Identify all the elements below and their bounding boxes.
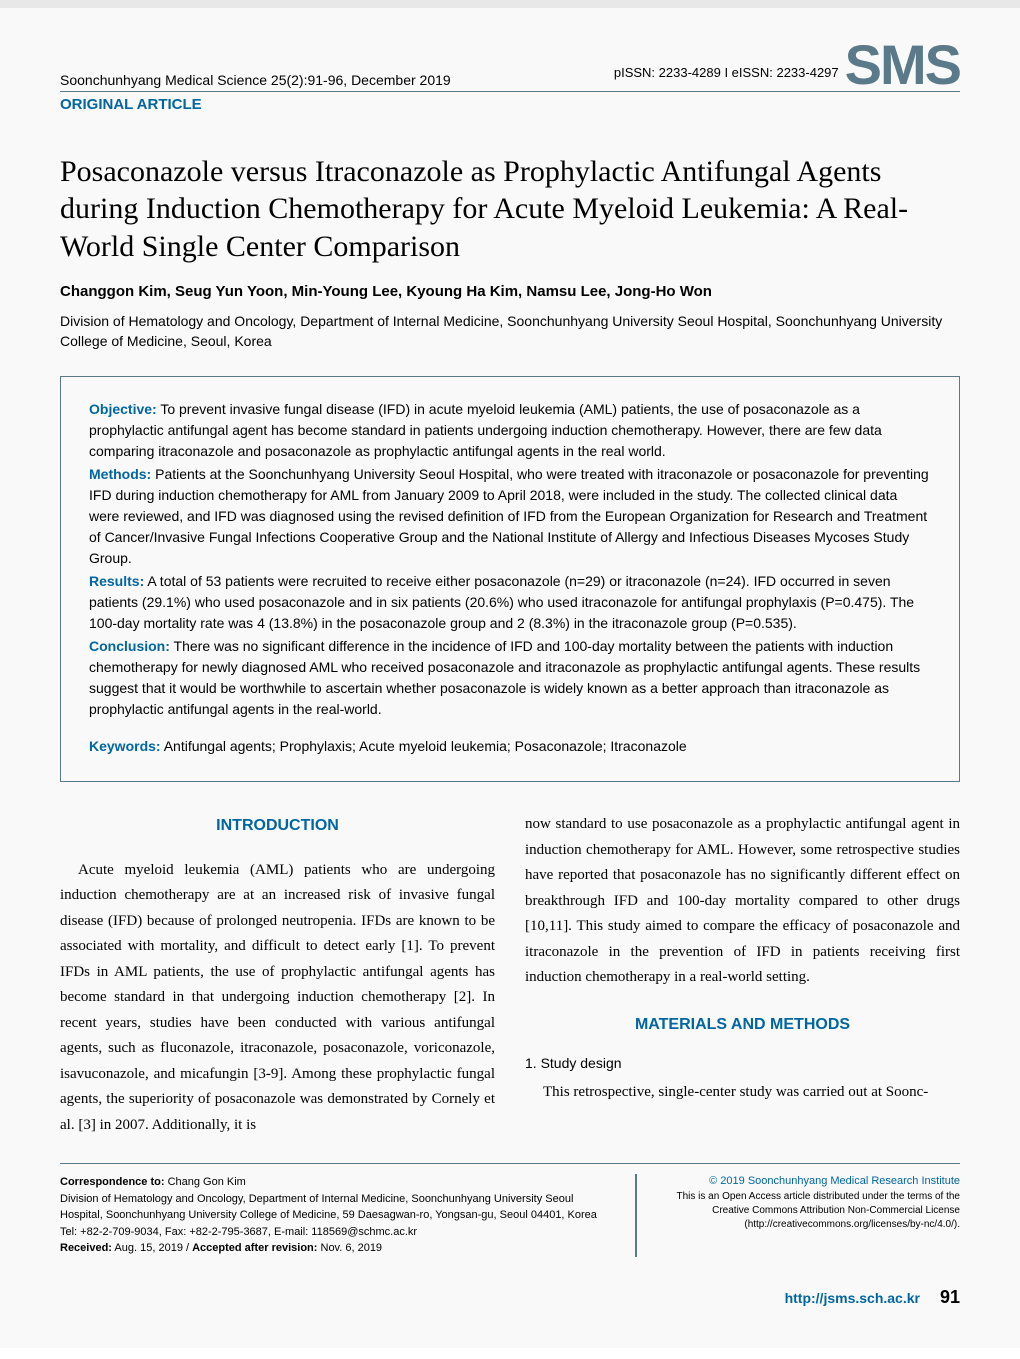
pissn: pISSN: 2233-4289 — [614, 65, 721, 80]
keywords-label: Keywords: — [89, 738, 161, 754]
correspondence-contact: Tel: +82-2-709-9034, Fax: +82-2-795-3687… — [60, 1226, 417, 1238]
issn-logo-block: pISSN: 2233-4289 I eISSN: 2233-4297 SMS — [614, 43, 960, 88]
copyright-block: © 2019 Soonchunhyang Medical Research In… — [635, 1174, 960, 1257]
copyright-main: © 2019 Soonchunhyang Medical Research In… — [657, 1174, 960, 1189]
abstract-results: Results: A total of 53 patients were rec… — [89, 571, 931, 634]
issn-text: pISSN: 2233-4289 I eISSN: 2233-4297 — [614, 65, 839, 88]
page-footer: http://jsms.sch.ac.kr 91 — [60, 1287, 960, 1308]
abstract-objective: Objective: To prevent invasive fungal di… — [89, 399, 931, 462]
header-row: Soonchunhyang Medical Science 25(2):91-9… — [60, 43, 960, 88]
correspondence-name: Chang Gon Kim — [165, 1176, 246, 1188]
introduction-heading: INTRODUCTION — [60, 812, 495, 839]
materials-heading: MATERIALS AND METHODS — [525, 1011, 960, 1038]
footer-divider — [60, 1163, 960, 1164]
top-banner — [0, 0, 1020, 8]
copyright-sub: This is an Open Access article distribut… — [657, 1190, 960, 1232]
correspondence-block: Correspondence to: Chang Gon Kim Divisio… — [60, 1174, 605, 1257]
accepted-label: Accepted after revision: — [192, 1242, 317, 1254]
received-label: Received: — [60, 1242, 112, 1254]
study-design-label: 1. Study design — [525, 1052, 960, 1076]
methods-label: Methods: — [89, 466, 151, 482]
conclusion-label: Conclusion: — [89, 638, 170, 654]
left-column: INTRODUCTION Acute myeloid leukemia (AML… — [60, 812, 495, 1138]
objective-label: Objective: — [89, 401, 157, 417]
col2-continuation: now standard to use posaconazole as a pr… — [525, 812, 960, 991]
objective-text: To prevent invasive fungal disease (IFD)… — [89, 401, 882, 459]
introduction-paragraph: Acute myeloid leukemia (AML) patients wh… — [60, 858, 495, 1139]
results-text: A total of 53 patients were recruited to… — [89, 573, 914, 631]
accepted-date: Nov. 6, 2019 — [317, 1242, 382, 1254]
abstract-conclusion: Conclusion: There was no significant dif… — [89, 636, 931, 720]
content-columns: INTRODUCTION Acute myeloid leukemia (AML… — [60, 812, 960, 1138]
correspondence-label: Correspondence to: — [60, 1176, 165, 1188]
page-container: Soonchunhyang Medical Science 25(2):91-9… — [0, 0, 1020, 1348]
methods-text: Patients at the Soonchunhyang University… — [89, 466, 929, 566]
article-type: ORIGINAL ARTICLE — [60, 91, 960, 113]
results-label: Results: — [89, 573, 144, 589]
article-title: Posaconazole versus Itraconazole as Prop… — [60, 153, 960, 266]
footer-row: Correspondence to: Chang Gon Kim Divisio… — [60, 1174, 960, 1257]
keywords: Keywords: Antifungal agents; Prophylaxis… — [89, 736, 931, 757]
received-date: Aug. 15, 2019 / — [112, 1242, 192, 1254]
right-column: now standard to use posaconazole as a pr… — [525, 812, 960, 1138]
abstract-box: Objective: To prevent invasive fungal di… — [60, 376, 960, 782]
affiliation: Division of Hematology and Oncology, Dep… — [60, 312, 960, 351]
conclusion-text: There was no significant difference in t… — [89, 638, 920, 717]
issn-separator: I — [721, 65, 732, 80]
page-number: 91 — [940, 1287, 960, 1308]
authors: Changgon Kim, Seug Yun Yoon, Min-Young L… — [60, 283, 960, 300]
journal-url: http://jsms.sch.ac.kr — [785, 1290, 920, 1306]
eissn: eISSN: 2233-4297 — [732, 65, 839, 80]
study-design-text: This retrospective, single-center study … — [525, 1080, 960, 1106]
keywords-text: Antifungal agents; Prophylaxis; Acute my… — [161, 738, 687, 754]
journal-logo: SMS — [845, 43, 960, 88]
journal-citation: Soonchunhyang Medical Science 25(2):91-9… — [60, 72, 451, 88]
correspondence-address: Division of Hematology and Oncology, Dep… — [60, 1193, 597, 1222]
abstract-methods: Methods: Patients at the Soonchunhyang U… — [89, 464, 931, 569]
